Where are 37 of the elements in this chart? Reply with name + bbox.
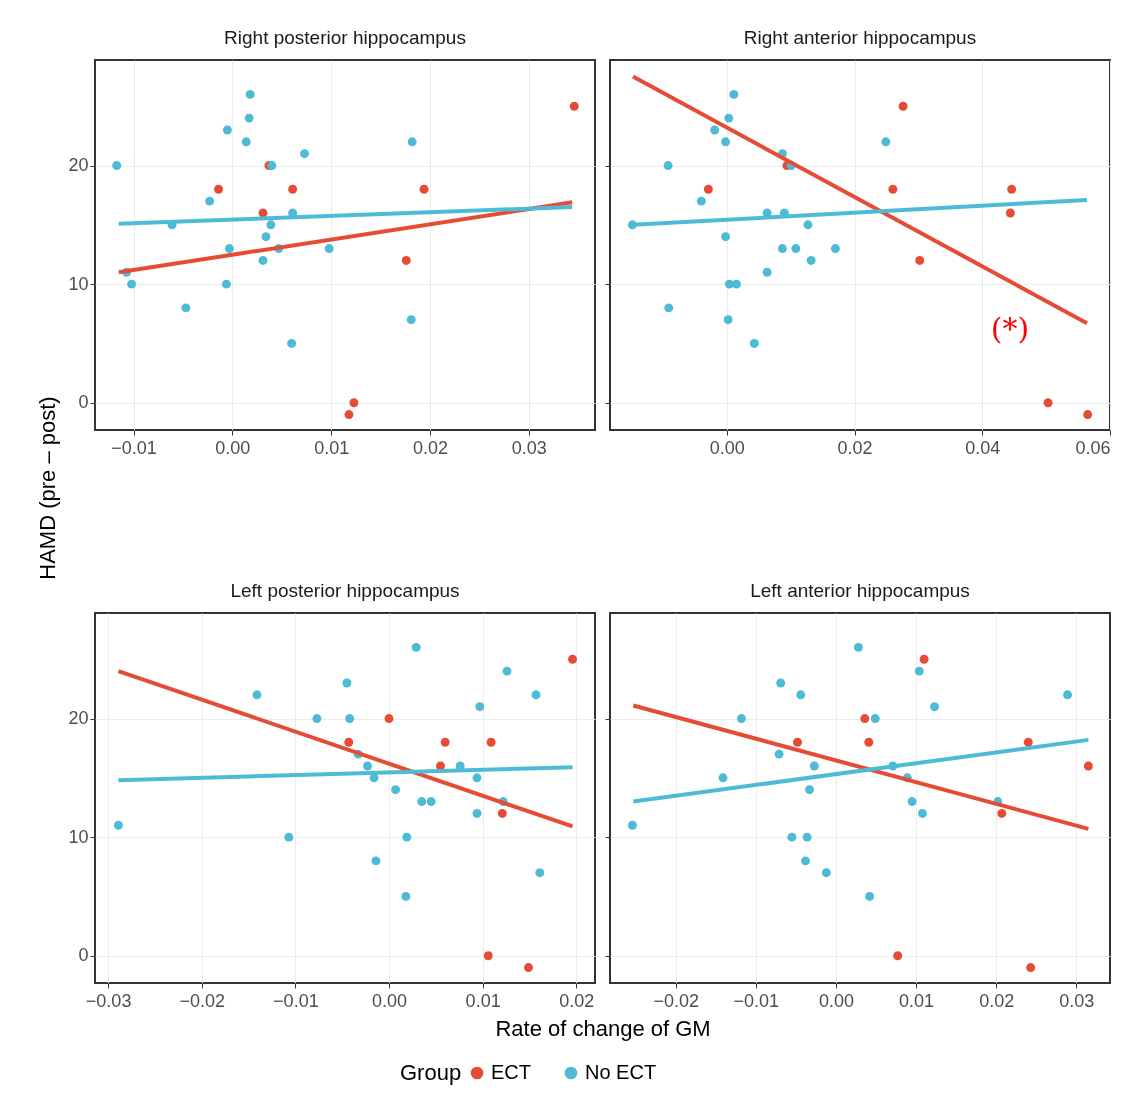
x-tick-label: 0.01	[465, 990, 501, 1011]
legend-label: ECT	[491, 1061, 531, 1083]
x-tick-label: 0.03	[1059, 990, 1095, 1011]
x-tick-label: −0.01	[733, 990, 780, 1011]
x-tick-label: 0.06	[1075, 437, 1111, 458]
y-tick-label: 20	[68, 708, 89, 729]
x-tick-label: 0.02	[559, 990, 595, 1011]
y-tick-label: 10	[68, 273, 89, 294]
chart-title: Left posterior hippocampus	[230, 580, 460, 601]
x-axis-title: Rate of change of GM	[495, 1015, 711, 1041]
x-tick-label: −0.03	[85, 990, 132, 1011]
x-tick-label: 0.00	[215, 437, 251, 458]
x-tick-label: 0.02	[412, 437, 448, 458]
x-tick-label: 0.02	[979, 990, 1015, 1011]
x-tick-label: −0.02	[179, 990, 226, 1011]
x-tick-label: −0.01	[273, 990, 319, 1011]
chart-title: Right posterior hippocampus	[224, 27, 466, 48]
x-tick-label: 0.01	[899, 990, 935, 1011]
chart-title: Right anterior hippocampus	[743, 27, 977, 48]
legend-label: No ECT	[585, 1061, 657, 1083]
y-axis-title: HAMD (pre – post)	[35, 396, 61, 580]
chart-title: Left anterior hippocampus	[750, 580, 970, 601]
x-tick-label: 0.01	[314, 437, 350, 458]
x-tick-label: 0.00	[371, 990, 408, 1011]
y-tick-label: 20	[68, 155, 89, 176]
annotation: (*)	[990, 311, 1030, 347]
x-tick-label: 0.04	[965, 437, 1001, 458]
y-tick-label: 0	[78, 945, 89, 966]
legend-title: Group	[400, 1060, 462, 1085]
x-tick-label: −0.01	[111, 437, 157, 458]
y-tick-label: 0	[78, 392, 89, 413]
x-tick-label: 0.00	[818, 990, 854, 1011]
x-tick-label: −0.02	[653, 990, 699, 1011]
y-tick-label: 10	[68, 826, 89, 847]
x-tick-label: 0.02	[837, 437, 873, 458]
x-tick-label: 0.00	[709, 437, 745, 458]
x-tick-label: 0.03	[511, 437, 547, 458]
